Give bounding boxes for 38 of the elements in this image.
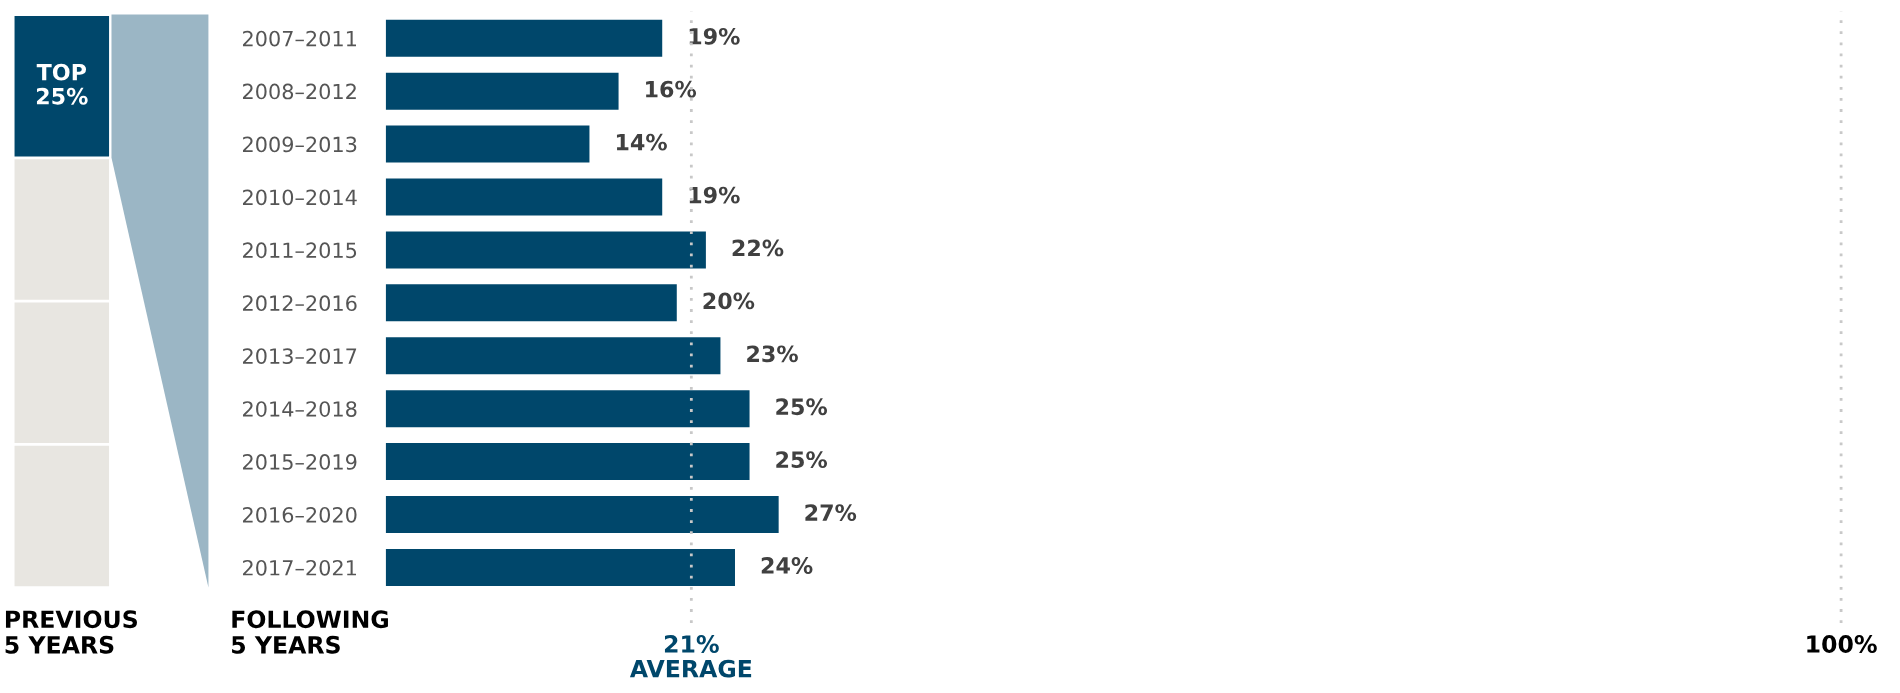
y-tick-label: 2007–2011 bbox=[242, 30, 356, 47]
bar bbox=[385, 496, 779, 534]
text: PREVIOUS 5 YEARS bbox=[5, 610, 137, 654]
data-label: 27% bbox=[805, 504, 857, 521]
ref-line-label: 100% bbox=[1807, 635, 1877, 653]
data-label: 25% bbox=[776, 451, 828, 469]
bar bbox=[385, 231, 706, 269]
data-label: 19% bbox=[689, 27, 740, 45]
y-tick-label: 2009–2013 bbox=[242, 136, 357, 153]
y-tick-label: 2013–2017 bbox=[242, 348, 357, 364]
bar bbox=[385, 337, 721, 375]
data-label: 24% bbox=[761, 557, 813, 574]
ref-line-label: 21% AVERAGE bbox=[629, 635, 752, 678]
bar bbox=[385, 390, 750, 428]
y-tick-label: 2011–2015 bbox=[242, 242, 357, 259]
data-label: 14% bbox=[616, 133, 667, 151]
data-label: 22% bbox=[732, 239, 784, 257]
bar bbox=[385, 125, 590, 163]
y-tick-label: 2012–2016 bbox=[242, 295, 357, 312]
y-tick-label: 2015–2019 bbox=[242, 454, 357, 470]
data-label: 19% bbox=[689, 186, 740, 204]
bar bbox=[385, 548, 735, 586]
y-tick-label: 2014–2018 bbox=[242, 401, 357, 417]
data-label: 20% bbox=[703, 292, 755, 310]
data-label: 23% bbox=[747, 345, 798, 363]
bar bbox=[385, 72, 619, 110]
y-tick-label: 2017–2021 bbox=[242, 559, 356, 576]
y-tick-label: 2008–2012 bbox=[242, 83, 356, 100]
data-label: 16% bbox=[646, 80, 697, 98]
bar bbox=[385, 284, 677, 322]
bar bbox=[385, 19, 663, 57]
y-tick-label: 2010–2014 bbox=[242, 189, 357, 206]
annotation: FOLLOWING 5 YEARS bbox=[232, 610, 388, 654]
data-label: 25% bbox=[776, 398, 828, 416]
y-tick-label: 2016–2020 bbox=[242, 506, 357, 523]
bar bbox=[385, 443, 750, 481]
bar bbox=[385, 178, 663, 216]
text: TOP 25% bbox=[36, 63, 88, 105]
